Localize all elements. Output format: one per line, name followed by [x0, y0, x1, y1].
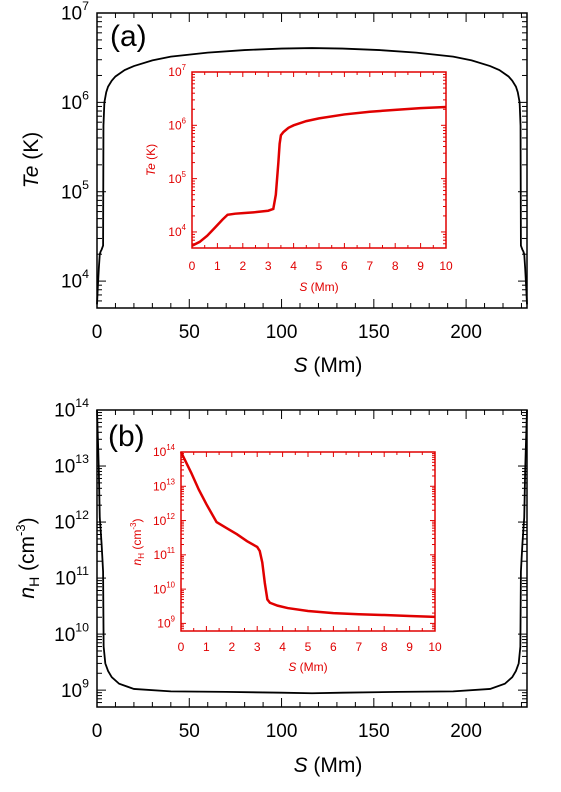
panel-a-label: (a) — [110, 20, 147, 53]
panel-a-inset-y-ticks: 104 105 106 107 — [168, 63, 446, 245]
panel-a-inset-y-axis-label: Te (K) — [144, 144, 158, 176]
panel-b-x-tick-label: 100 — [266, 721, 298, 742]
panel-b-inset-x-tick-label: 8 — [381, 640, 388, 654]
panel-b-y-tick-label: 1013 — [54, 452, 89, 478]
panel-b-inset-y-tick-label: 1010 — [153, 580, 176, 596]
panel-a-inset-x-ticks: 0 1 2 3 4 5 6 7 8 9 10 — [189, 72, 453, 273]
panel-b-inset-x-tick-label: 2 — [228, 640, 235, 654]
panel-b-inset-x-tick-label: 4 — [279, 640, 286, 654]
panel-a-y-axis-label: Te (K) — [20, 132, 43, 188]
panel-b-inset: 0 1 2 3 4 5 6 7 8 9 10 109 1010 1011 1012 1013 1014 S (… — [129, 443, 442, 674]
panel-a-inset-x-tick-label: 8 — [392, 259, 399, 273]
panel-a-x-tick-label: 0 — [92, 322, 103, 343]
panel-a-te-curve — [96, 47, 528, 305]
panel-b-x-tick-label: 50 — [179, 721, 200, 742]
panel-b-y-tick-label: 1014 — [54, 396, 89, 422]
panel-a-inset-x-tick-label: 4 — [290, 259, 297, 273]
panel-b-inset-y-tick-label: 1012 — [153, 512, 175, 528]
panel-b-inset-y-tick-label: 1013 — [153, 477, 175, 493]
panel-b-inset-y-ticks: 109 1010 1011 1012 1013 1014 — [153, 443, 435, 631]
panel-b-y-tick-label: 1010 — [54, 620, 89, 646]
panel-b-inset-y-axis-label: nH (cm-3) — [129, 519, 146, 566]
panel-a-frame — [96, 12, 528, 309]
panel-b-inset-x-tick-label: 6 — [330, 640, 337, 654]
panel-b: (b) 0 50 100 150 200 10910101011101210131014… — [13, 396, 528, 777]
panel-a-x-tick-label: 100 — [266, 322, 298, 343]
panel-a-inset-y-tick-label: 107 — [168, 63, 186, 79]
panel-a-y-tick-label: 107 — [61, 0, 89, 25]
panel-b-inset-x-tick-label: 1 — [203, 640, 210, 654]
panel-a-x-tick-label: 150 — [358, 322, 390, 343]
panel-a-inset-x-tick-label: 10 — [439, 259, 453, 273]
panel-a-inset-x-tick-label: 7 — [366, 259, 373, 273]
panel-b-x-tick-label: 0 — [92, 721, 103, 742]
panel-a-inset-x-tick-label: 9 — [417, 259, 424, 273]
panel-b-inset-x-tick-label: 5 — [305, 640, 312, 654]
panel-a-x-axis-label: S (Mm) — [294, 354, 363, 377]
panel-b-inset-x-tick-label: 10 — [428, 640, 442, 654]
panel-a-inset-x-tick-label: 2 — [239, 259, 246, 273]
panel-b-frame — [96, 409, 528, 708]
panel-a-y-tick-label: 104 — [61, 267, 89, 293]
panel-b-y-tick-label: 1011 — [55, 564, 89, 590]
panel-b-label: (b) — [108, 420, 145, 453]
panel-b-y-tick-label: 1012 — [54, 508, 89, 534]
panel-b-inset-nh-curve — [179, 451, 436, 619]
panel-a-inset: 0 1 2 3 4 5 6 7 8 9 10 104 105 106 107 S (Mm) Te (K) — [144, 63, 453, 294]
panel-a-inset-x-tick-label: 1 — [214, 259, 221, 273]
panel-a-y-tick-label: 105 — [61, 178, 89, 204]
panel-a-inset-x-tick-label: 6 — [341, 259, 348, 273]
panel-b-inset-y-tick-label: 109 — [157, 615, 175, 631]
panel-b-inset-y-tick-label: 1014 — [153, 443, 176, 459]
panel-b-inset-x-tick-label: 0 — [178, 640, 185, 654]
panel-a-inset-te-curve — [191, 105, 447, 247]
panel-b-y-axis-label: nH (cm-3) — [13, 517, 42, 598]
panel-a-inset-x-tick-label: 3 — [265, 259, 272, 273]
panel-a-inset-x-axis-label: S (Mm) — [299, 280, 338, 294]
panel-b-inset-frame — [180, 451, 436, 632]
panel-b-x-tick-label: 200 — [450, 721, 482, 742]
panel-a-inset-x-tick-label: 5 — [316, 259, 323, 273]
panel-b-y-tick-label: 109 — [61, 676, 89, 702]
panel-b-inset-x-ticks: 0 1 2 3 4 5 6 7 8 9 10 — [178, 452, 442, 654]
panel-b-x-axis-label: S (Mm) — [294, 754, 363, 777]
panel-b-x-tick-label: 150 — [358, 721, 390, 742]
panel-a-x-ticks: 0 50 100 150 200 — [92, 13, 522, 343]
panel-b-inset-x-tick-label: 7 — [355, 640, 362, 654]
panel-a-inset-frame — [191, 71, 447, 249]
panel-a-inset-x-tick-label: 0 — [189, 259, 196, 273]
panel-b-x-ticks: 0 50 100 150 200 — [92, 410, 522, 742]
panel-b-inset-x-axis-label: S (Mm) — [288, 660, 327, 674]
panel-a-x-tick-label: 200 — [450, 322, 482, 343]
panel-a-y-tick-label: 106 — [61, 89, 89, 115]
panel-b-inset-x-tick-label: 3 — [254, 640, 261, 654]
panel-b-nh-curve — [96, 409, 528, 695]
panel-a-inset-y-tick-label: 104 — [168, 223, 186, 239]
panel-a-x-tick-label: 50 — [179, 322, 200, 343]
panel-a-inset-y-tick-label: 106 — [168, 117, 186, 133]
panel-b-inset-x-tick-label: 9 — [406, 640, 413, 654]
panel-a-inset-y-tick-label: 105 — [168, 170, 186, 186]
panel-b-inset-y-tick-label: 1011 — [154, 546, 175, 562]
